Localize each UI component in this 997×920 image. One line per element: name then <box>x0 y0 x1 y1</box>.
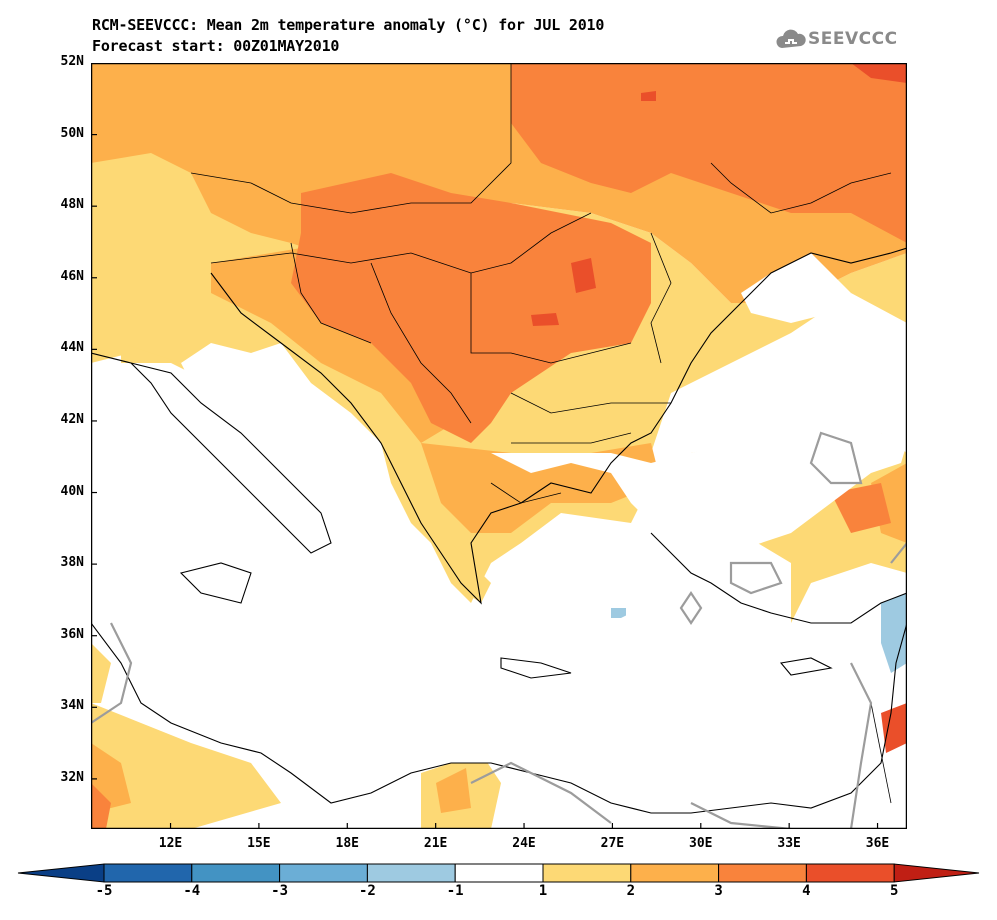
colorbar-label: -1 <box>446 883 464 899</box>
anomaly-4-5-regions <box>531 63 907 753</box>
lon-label: 33E <box>777 836 801 851</box>
forecast-start-subtitle: Forecast start: 00Z01MAY2010 <box>92 37 340 55</box>
colorbar-cell <box>542 863 632 883</box>
anomaly-negative-regions <box>611 593 907 673</box>
colorbar-label: -2 <box>358 883 376 899</box>
colorbar-arrow-high <box>893 863 980 883</box>
colorbar-cell <box>279 863 368 883</box>
colorbar-cell <box>103 863 193 883</box>
map-border <box>91 63 907 829</box>
lat-label: 38N <box>60 555 84 571</box>
colorbar-cell <box>718 863 807 883</box>
map-title: RCM-SEEVCCC: Mean 2m temperature anomaly… <box>92 16 605 34</box>
coastlines <box>91 247 907 814</box>
colorbar-label: -5 <box>95 883 113 899</box>
sea-areas <box>91 253 907 829</box>
lat-label: 50N <box>60 125 84 141</box>
colorbar-cell <box>454 863 544 883</box>
map-canvas <box>91 63 907 829</box>
colorbar-cell <box>805 863 895 883</box>
lon-label: 24E <box>512 836 536 851</box>
colorbar-cell <box>366 863 456 883</box>
colorbar-cell <box>191 863 281 883</box>
colorbar-label: -3 <box>271 883 289 899</box>
colorbar <box>17 863 980 883</box>
colorbar-arrow-low <box>17 863 105 883</box>
lon-label: 15E <box>247 836 271 851</box>
colorbar-label: 4 <box>802 883 811 899</box>
colorbar-label: 1 <box>538 883 548 899</box>
lat-label: 42N <box>60 411 84 427</box>
lon-label: 27E <box>600 836 625 851</box>
lat-label: 46N <box>60 268 84 284</box>
lat-label: 44N <box>60 340 84 356</box>
colorbar-label: 5 <box>889 883 899 899</box>
lat-label: 48N <box>60 197 84 213</box>
lon-label: 21E <box>423 836 448 851</box>
anomaly-map <box>91 63 907 829</box>
cloud-logo-icon <box>776 29 806 48</box>
lat-label: 40N <box>60 483 84 499</box>
seevccc-logo: SEEVCCC <box>776 24 898 54</box>
colorbar-label: 3 <box>714 883 723 899</box>
lon-label: 30E <box>689 836 713 851</box>
colorbar-cell <box>630 863 720 883</box>
lon-label: 12E <box>158 836 183 851</box>
lat-label: 36N <box>60 626 84 642</box>
lon-label: 18E <box>335 836 360 851</box>
country-borders <box>190 63 892 804</box>
lon-label: 36E <box>865 836 890 851</box>
zero-anomaly-contours <box>91 431 907 829</box>
logo-text: SEEVCCC <box>808 29 898 49</box>
lat-label: 32N <box>60 769 84 785</box>
lat-label: 34N <box>60 698 84 714</box>
lat-label: 52N <box>60 54 84 69</box>
colorbar-label: 2 <box>626 883 636 899</box>
colorbar-label: -4 <box>183 883 201 899</box>
